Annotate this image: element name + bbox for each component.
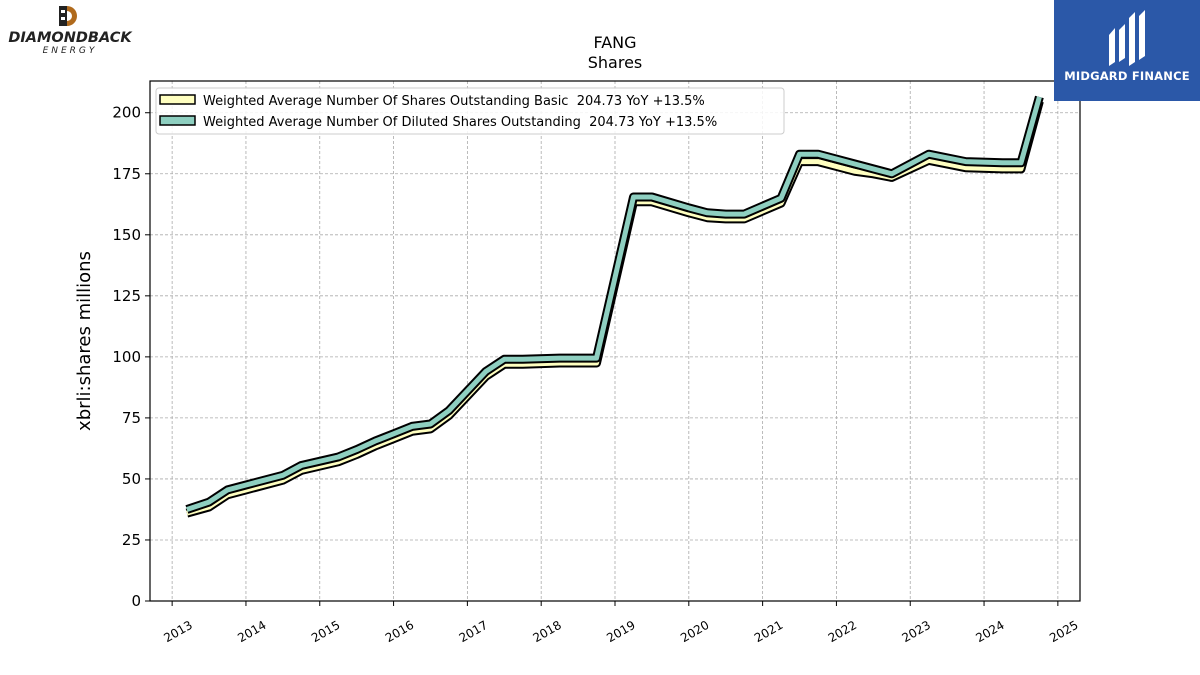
y-tick-label: 75 [122,409,141,427]
finance-logo-name: MIDGARD FINANCE [1064,69,1190,83]
x-tick-label: 2015 [309,618,342,645]
x-tick-label: 2018 [530,618,563,645]
chart-subtitle: Shares [588,53,643,72]
x-tick-label: 2020 [678,618,711,645]
series-line-2 [186,96,1042,512]
x-tick-label: 2017 [457,618,490,645]
finance-logo: MIDGARD FINANCE [1054,0,1200,101]
y-tick-label: 200 [112,104,141,122]
x-tick-label: 2019 [604,618,637,645]
legend-label-2: Weighted Average Number Of Diluted Share… [203,115,717,130]
company-logo: DIAMONDBACK ENERGY [0,0,140,60]
company-logo-name: DIAMONDBACK [8,30,133,46]
x-tick-label: 2024 [973,618,1006,645]
y-tick-label: 0 [131,592,141,610]
x-tick-label: 2025 [1047,618,1080,645]
x-tick-label: 2014 [235,618,268,645]
y-axis-label: xbrli:shares millions [74,251,95,431]
series-outline-2 [185,95,1044,514]
y-tick-label: 150 [112,226,141,244]
y-axis: 0 25 50 75 100 125 150 175 200 [112,104,150,610]
x-tick-label: 2021 [752,618,785,645]
company-logo-sub: ENERGY [43,46,98,56]
x-tick-label: 2016 [383,618,416,645]
chart-legend: Weighted Average Number Of Shares Outsta… [155,87,785,135]
y-tick-label: 25 [122,531,141,549]
y-tick-label: 50 [122,470,141,488]
logo-emblem-arc [67,6,77,26]
x-tick-label: 2013 [161,618,194,645]
chart-title: FANG [593,33,636,52]
legend-label-1: Weighted Average Number Of Shares Outsta… [203,94,705,109]
series-line-1 [186,100,1042,516]
legend-swatch-1 [159,94,196,105]
legend-swatch-2 [159,115,196,126]
x-tick-label: 2022 [826,618,859,645]
x-tick-label: 2023 [900,618,933,645]
finance-logo-icon [1109,10,1145,66]
series-lines [185,95,1044,518]
legend-box [155,87,785,135]
y-tick-label: 100 [112,348,141,366]
logo-emblem-icon [59,6,77,26]
y-tick-label: 175 [112,165,141,183]
company-logo-mark: DIAMONDBACK ENERGY [8,6,133,56]
y-tick-label: 125 [112,287,141,305]
x-axis: 2013 2014 2015 2016 2017 2018 2019 2020 2021 2022… [161,601,1081,645]
